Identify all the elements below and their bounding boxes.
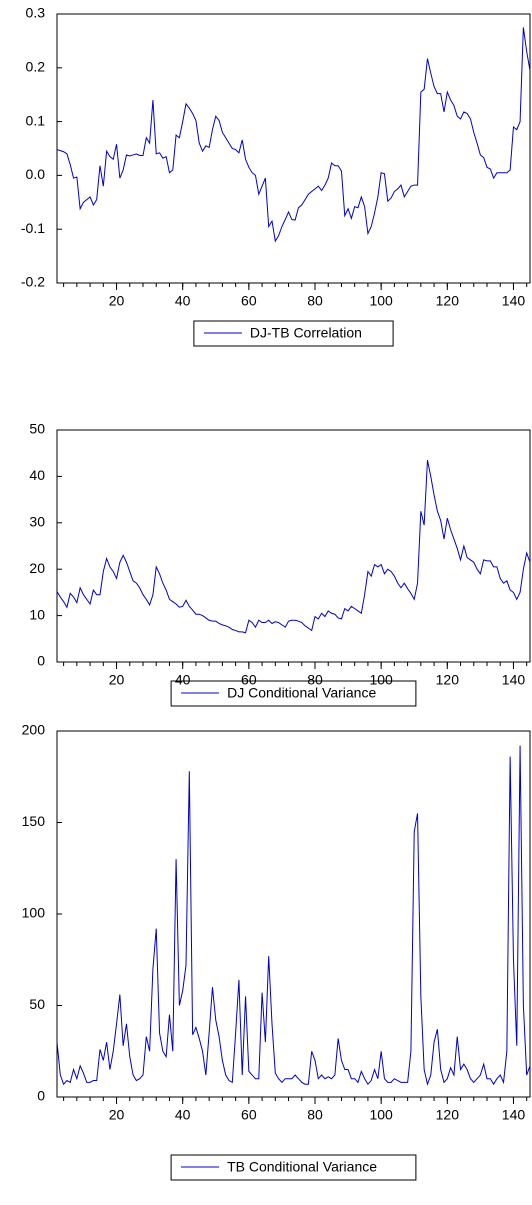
- x-tick-label: 20: [109, 1107, 125, 1123]
- x-tick-label: 20: [109, 672, 125, 688]
- x-tick-label: 80: [307, 1107, 323, 1123]
- y-tick-label: 0: [37, 1088, 45, 1104]
- legend-label: TB Conditional Variance: [227, 1159, 377, 1175]
- x-tick-label: 40: [175, 1107, 191, 1123]
- y-tick-label: 0.2: [26, 59, 46, 75]
- x-tick-label: 60: [241, 1107, 257, 1123]
- x-tick-label: 60: [241, 672, 257, 688]
- x-tick-label: 100: [369, 1107, 393, 1123]
- x-tick-label: 80: [307, 672, 323, 688]
- data-line: [56, 27, 531, 243]
- y-tick-label: 50: [29, 421, 45, 437]
- data-line: [56, 745, 531, 1086]
- x-tick-label: 40: [175, 672, 191, 688]
- x-tick-label: 140: [502, 672, 526, 688]
- legend-box: [170, 1154, 417, 1181]
- y-tick-label: 0.1: [26, 112, 46, 128]
- plot-frame: [56, 13, 531, 284]
- y-tick-label: 150: [22, 813, 46, 829]
- y-tick-label: 100: [22, 905, 46, 921]
- y-tick-label: 0: [37, 653, 45, 669]
- x-tick-label: 100: [369, 293, 393, 309]
- x-tick-label: 140: [502, 293, 526, 309]
- legend-box: [170, 680, 417, 707]
- y-tick-label: 200: [22, 722, 46, 738]
- x-tick-label: 120: [436, 1107, 460, 1123]
- x-tick-label: 120: [436, 293, 460, 309]
- plot-frame: [56, 429, 531, 663]
- y-tick-label: 30: [29, 514, 45, 530]
- y-tick-label: 20: [29, 560, 45, 576]
- x-tick-label: 20: [109, 293, 125, 309]
- x-tick-label: 60: [241, 293, 257, 309]
- legend-label: DJ-TB Correlation: [250, 325, 362, 341]
- x-tick-label: 80: [307, 293, 323, 309]
- legend-box: [193, 320, 394, 347]
- y-tick-label: 40: [29, 467, 45, 483]
- y-tick-label: 0.3: [26, 5, 46, 21]
- x-tick-label: 100: [369, 672, 393, 688]
- data-line: [56, 460, 531, 634]
- y-tick-label: -0.2: [21, 274, 45, 290]
- y-tick-label: -0.1: [21, 220, 45, 236]
- x-tick-label: 140: [502, 1107, 526, 1123]
- x-tick-label: 120: [436, 672, 460, 688]
- y-tick-label: 0.0: [26, 166, 46, 182]
- y-tick-label: 10: [29, 606, 45, 622]
- y-tick-label: 50: [29, 996, 45, 1012]
- legend-label: DJ Conditional Variance: [227, 685, 376, 701]
- x-tick-label: 40: [175, 293, 191, 309]
